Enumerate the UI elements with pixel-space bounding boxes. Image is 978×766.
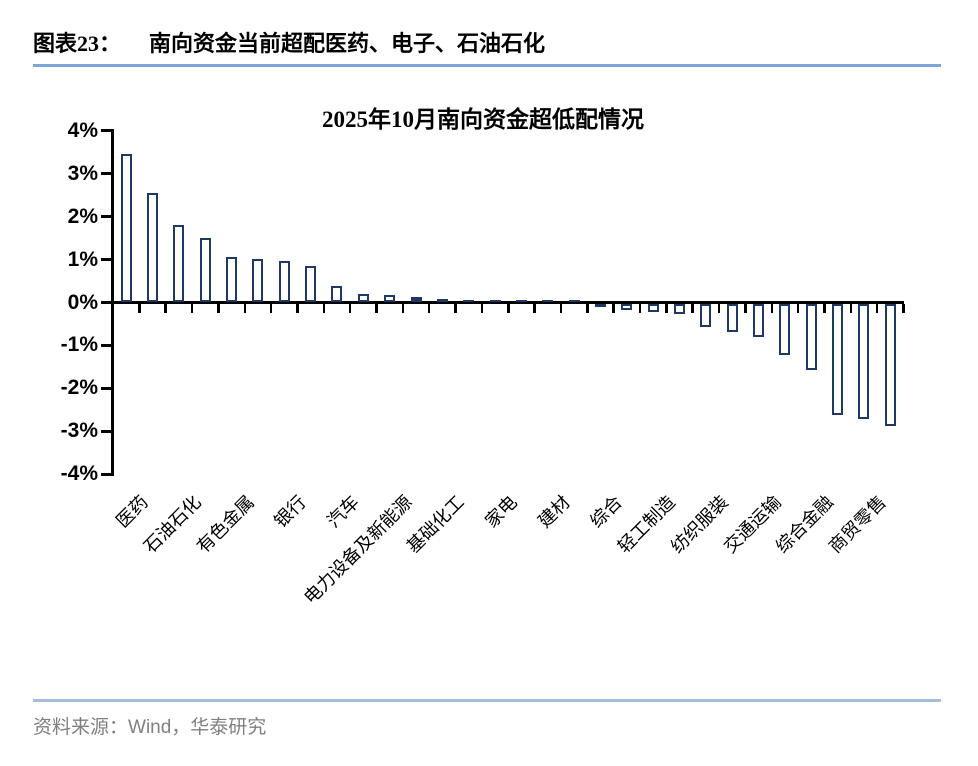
bar-电力设备及新能源 [384, 295, 396, 302]
bar-industry-26 [779, 303, 791, 355]
y-axis-label: -3% [60, 419, 98, 443]
y-axis-label: 2% [67, 204, 98, 228]
x-axis-line [110, 301, 904, 304]
bar-汽车 [331, 286, 343, 302]
x-tick [744, 304, 747, 313]
bar-有色金属 [226, 256, 238, 302]
bar-industry-8 [305, 265, 317, 302]
bar-石油石化 [173, 224, 185, 302]
x-tick [138, 304, 141, 313]
bar-建材 [542, 300, 554, 302]
x-tick [875, 304, 879, 313]
source-text: Wind，华泰研究 [128, 717, 267, 738]
y-axis-label: 4% [67, 118, 98, 142]
x-tick [638, 304, 642, 313]
allocation-bar-chart: 2025年10月南向资金超低配情况 4% 3% 2% 1% 0% -1% -2% -3% -4%… [61, 107, 905, 608]
bar-纺织服装 [700, 303, 712, 328]
y-axis-label: -1% [60, 333, 98, 357]
x-tick [717, 304, 721, 313]
x-tick [401, 304, 405, 313]
bar-交通运输 [753, 303, 765, 337]
x-tick [823, 304, 826, 313]
x-tick [217, 304, 220, 313]
y-axis-label: 0% [67, 290, 98, 314]
x-tick [243, 304, 246, 313]
y-axis-label: 1% [67, 247, 98, 271]
y-tick [101, 172, 111, 176]
bar-industry-14 [463, 299, 475, 302]
bar-家电 [489, 300, 501, 302]
bar-industry-2 [147, 192, 159, 302]
source-line: 资料来源：Wind，华泰研究 [33, 712, 266, 739]
bar-industry-18 [568, 300, 580, 302]
header-divider [33, 64, 941, 67]
bar-商贸零售 [858, 303, 870, 420]
bar-industry-30 [884, 303, 896, 426]
figure-title: 南向资金当前超配医药、电子、石油石化 [149, 31, 546, 56]
y-tick [101, 343, 111, 347]
x-tick [454, 304, 457, 313]
x-tick [902, 304, 905, 313]
bar-industry-6 [252, 259, 264, 302]
bar-轻工制造 [647, 303, 659, 313]
bar-基础化工 [436, 298, 448, 302]
y-axis-label: 3% [67, 161, 98, 185]
figure-header: 图表23： 南向资金当前超配医药、电子、石油石化 [33, 26, 545, 58]
x-tick [586, 304, 589, 313]
bar-industry-10 [357, 294, 369, 302]
x-tick [322, 304, 326, 313]
y-tick [101, 129, 111, 133]
x-tick [190, 304, 194, 313]
bar-industry-16 [515, 300, 527, 302]
x-tick [427, 304, 431, 313]
bar-industry-20 [621, 303, 633, 310]
x-tick [507, 304, 510, 313]
chart-title: 2025年10月南向资金超低配情况 [322, 107, 644, 132]
x-tick [559, 304, 563, 313]
x-tick [348, 304, 352, 313]
y-tick [101, 215, 111, 219]
bar-industry-22 [674, 303, 686, 315]
figure-number-label: 图表23： [33, 31, 122, 56]
x-tick [665, 304, 668, 313]
y-tick [101, 301, 111, 304]
x-tick [796, 304, 800, 313]
y-tick [101, 472, 111, 476]
bar-industry-28 [832, 303, 844, 416]
x-tick [111, 304, 115, 313]
bar-industry-12 [410, 296, 422, 302]
y-axis-label: -4% [60, 462, 98, 486]
bar-综合金融 [805, 303, 817, 370]
x-tick [269, 304, 273, 313]
x-tick [480, 304, 484, 313]
footer-divider [33, 699, 941, 702]
x-tick [164, 304, 167, 313]
x-tick [849, 304, 853, 313]
x-tick [770, 304, 773, 313]
y-tick [101, 258, 111, 262]
bar-综合 [594, 303, 606, 307]
x-tick [612, 304, 615, 313]
x-tick [691, 304, 694, 313]
x-tick [296, 304, 299, 313]
x-tick [375, 304, 378, 313]
bar-industry-4 [199, 237, 211, 302]
y-tick [101, 429, 111, 433]
bar-industry-24 [726, 303, 738, 333]
x-tick [533, 304, 536, 313]
y-tick [101, 386, 111, 390]
bar-医药 [120, 153, 132, 302]
bar-银行 [278, 261, 290, 302]
y-axis-label: -2% [60, 376, 98, 400]
source-label: 资料来源： [33, 717, 129, 738]
